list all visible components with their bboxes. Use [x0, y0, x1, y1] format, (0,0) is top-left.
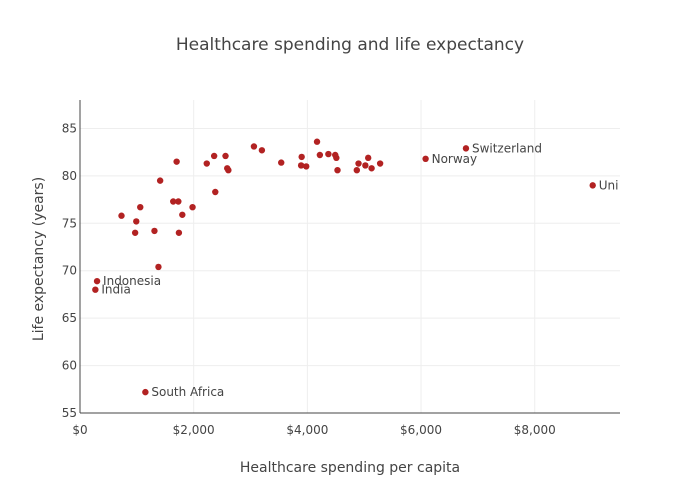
data-point[interactable]	[133, 218, 140, 225]
data-point[interactable]	[250, 143, 258, 150]
y-axis-title: Life expectancy (years)	[31, 177, 47, 341]
data-point[interactable]	[175, 229, 183, 236]
data-point[interactable]	[210, 152, 218, 160]
x-axis-title: Healthcare spending per capita	[240, 460, 460, 476]
data-point[interactable]	[118, 212, 125, 219]
data-point[interactable]	[316, 151, 324, 159]
data-point[interactable]	[222, 152, 229, 160]
point-label: Switzerland	[472, 141, 542, 155]
x-tick-label: $8,000	[514, 423, 556, 437]
y-tick-label: 55	[62, 406, 77, 420]
data-point[interactable]	[376, 160, 384, 167]
data-point[interactable]	[131, 229, 139, 236]
data-point[interactable]	[179, 211, 186, 218]
data-point[interactable]	[156, 177, 164, 184]
x-tick-label: $6,000	[400, 423, 442, 437]
data-point[interactable]	[142, 388, 149, 396]
point-label: Norway	[432, 152, 478, 166]
data-point[interactable]	[212, 188, 219, 196]
data-point[interactable]	[170, 198, 177, 205]
y-tick-label: 75	[62, 216, 77, 230]
y-tick-label: 60	[62, 359, 77, 373]
point-label: Uni	[599, 178, 619, 192]
axis-layer	[79, 100, 620, 414]
chart-title: Healthcare spending and life expectancy	[176, 35, 524, 55]
data-point[interactable]	[298, 153, 305, 161]
y-tick-label: 85	[62, 121, 77, 135]
data-point[interactable]	[175, 198, 182, 205]
data-point[interactable]	[173, 158, 180, 165]
x-tick-label: $0	[72, 423, 87, 437]
data-point[interactable]	[362, 162, 369, 169]
data-point[interactable]	[155, 263, 162, 271]
data-point[interactable]	[422, 155, 429, 163]
data-point[interactable]	[278, 159, 285, 166]
data-point[interactable]	[151, 227, 158, 235]
data-point[interactable]	[462, 145, 470, 152]
data-point[interactable]	[203, 160, 210, 167]
y-tick-label: 80	[62, 169, 77, 183]
data-point[interactable]	[325, 150, 332, 158]
point-layer	[92, 138, 596, 396]
data-point[interactable]	[353, 166, 361, 174]
data-point[interactable]	[137, 203, 144, 211]
y-tick-label: 65	[62, 311, 77, 325]
data-point[interactable]	[258, 147, 266, 154]
point-label: South Africa	[151, 385, 224, 399]
data-point[interactable]	[313, 138, 321, 145]
data-point[interactable]	[589, 182, 596, 189]
point-label: India	[101, 283, 130, 297]
x-tick-label: $4,000	[286, 423, 328, 437]
data-point[interactable]	[92, 286, 99, 293]
data-point[interactable]	[189, 203, 196, 211]
data-point[interactable]	[225, 166, 232, 174]
data-point[interactable]	[93, 277, 101, 285]
data-point[interactable]	[355, 160, 362, 167]
data-point[interactable]	[303, 163, 310, 170]
y-tick-label: 70	[62, 264, 77, 278]
x-tick-label: $2,000	[173, 423, 215, 437]
data-point[interactable]	[334, 166, 341, 174]
data-point[interactable]	[333, 154, 340, 162]
point-label: Indonesia	[103, 274, 161, 288]
data-point[interactable]	[364, 154, 372, 162]
data-point[interactable]	[297, 162, 305, 169]
tick-layer: $0 $2,000 $4,000 $6,000 $8,000 55 60 65 70 75 80 85	[62, 121, 556, 437]
data-point[interactable]	[368, 165, 375, 172]
